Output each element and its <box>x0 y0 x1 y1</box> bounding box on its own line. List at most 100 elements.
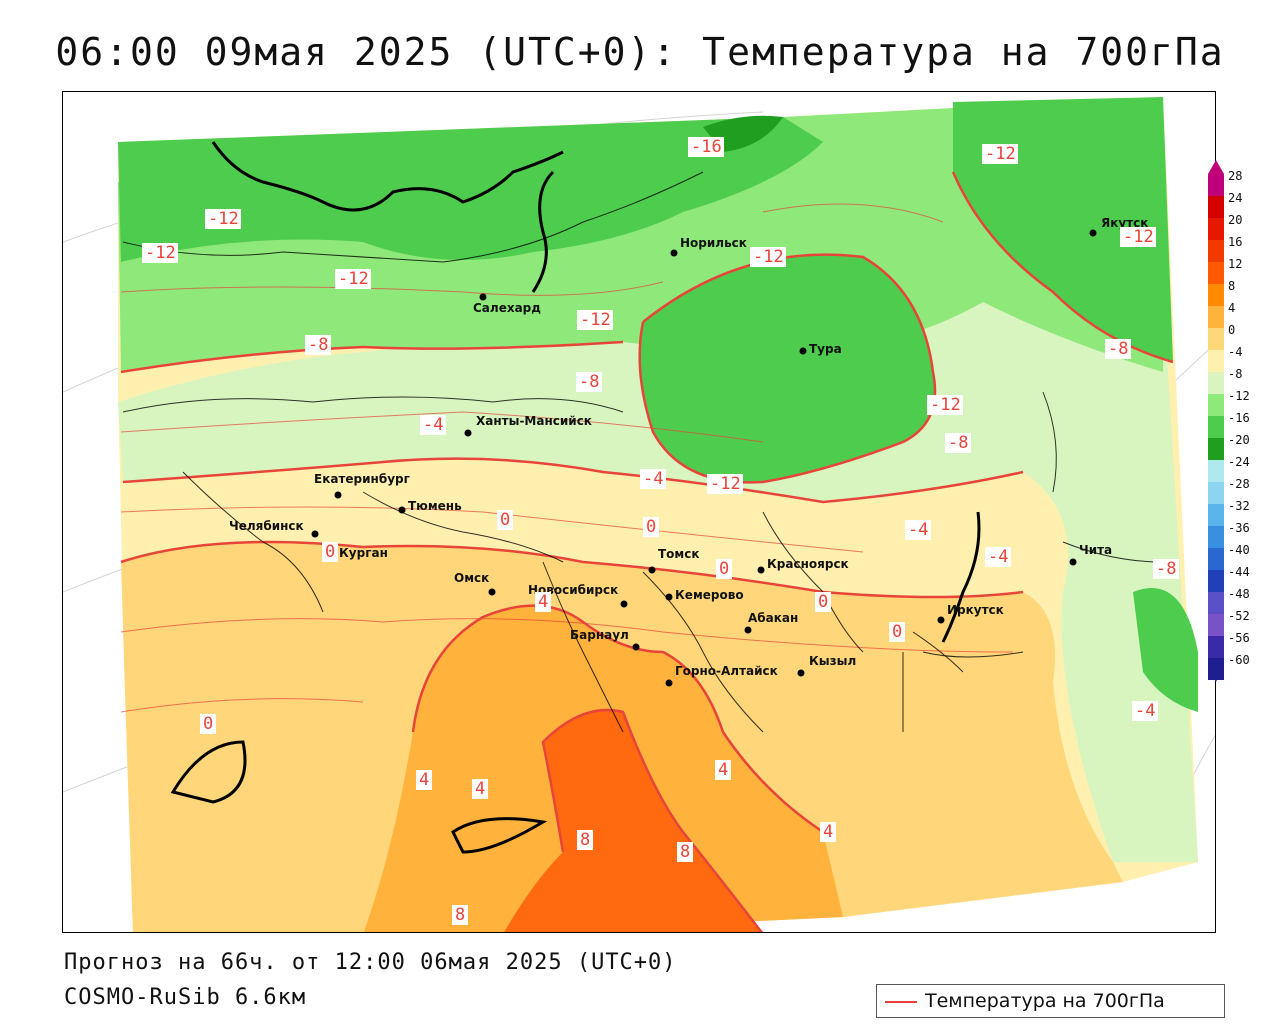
colorbar-tick-label: -4 <box>1228 345 1242 359</box>
city-label: Томск <box>658 547 700 561</box>
colorbar-tick-label: -32 <box>1228 499 1250 513</box>
isotherm-label: 4 <box>823 822 833 842</box>
colorbar-swatch <box>1208 196 1224 218</box>
legend-label: Температура на 700гПа <box>925 990 1165 1012</box>
colorbar-swatch <box>1208 636 1224 658</box>
isotherm-label-bg <box>305 335 331 355</box>
isotherm-label-bg <box>472 779 488 799</box>
city-label: Красноярск <box>767 557 849 571</box>
isotherm-label-bg <box>927 395 963 415</box>
colorbar-swatch <box>1208 504 1224 526</box>
colorbar-tick-label: 20 <box>1228 213 1242 227</box>
isotherm-label: -4 <box>423 415 443 435</box>
city-marker <box>665 593 673 601</box>
city-label: Кызыл <box>809 654 856 668</box>
isotherm-label-bg <box>1120 227 1156 247</box>
isotherm-label: -8 <box>1108 339 1128 359</box>
city-marker <box>757 566 765 574</box>
colorbar-tick-label: -56 <box>1228 631 1250 645</box>
isotherm-label: 8 <box>680 842 690 862</box>
colorbar-swatch <box>1208 174 1224 196</box>
colorbar-swatch <box>1208 372 1224 394</box>
colorbar-tick-label: -36 <box>1228 521 1250 535</box>
colorbar-tick-label: -44 <box>1228 565 1250 579</box>
map-area: Салехард Норильск Тура Якутск Ханты-Мансийск… <box>62 91 1216 933</box>
isotherm-label: -8 <box>1156 559 1176 579</box>
isotherm-label-bg <box>1132 701 1158 721</box>
city-label: Барнаул <box>570 628 629 642</box>
isotherm-label: -12 <box>338 269 369 289</box>
isotherm-label: 4 <box>718 760 728 780</box>
colorbar-tick-label: -60 <box>1228 653 1250 667</box>
colorbar-swatch <box>1208 548 1224 570</box>
city-marker <box>620 600 628 608</box>
isotherm-label: 0 <box>646 517 656 537</box>
isotherm-label-bg <box>982 144 1018 164</box>
zone-8-12 <box>504 710 762 932</box>
isotherm-label-bg <box>750 247 786 267</box>
colorbar-swatch <box>1208 218 1224 240</box>
city-label: Челябинск <box>229 519 304 533</box>
isotherm-labels: -16 -12 -12 -12 -12 -12 -12 -12 -12 -12 -8 -8 -8 -8 -8… <box>142 137 1179 925</box>
isotherm-label: -4 <box>908 520 928 540</box>
city-marker <box>670 249 678 257</box>
colorbar-tick-label: -24 <box>1228 455 1250 469</box>
legend: Температура на 700гПа <box>876 984 1225 1018</box>
city-label: Салехард <box>473 301 541 315</box>
isotherm-label-bg <box>577 830 593 850</box>
isotherm-label-bg <box>707 474 743 494</box>
city-marker <box>334 491 342 499</box>
isotherm-label-bg <box>688 137 724 157</box>
city-label: Курган <box>339 546 388 560</box>
colorbar-tick-label: 16 <box>1228 235 1242 249</box>
colorbar-tick-label: -52 <box>1228 609 1250 623</box>
zone-chita-green <box>1133 588 1198 712</box>
isotherm-label: 0 <box>500 510 510 530</box>
isotherm-label: 0 <box>325 542 335 562</box>
isotherm-label-bg <box>497 510 513 530</box>
isotherm-label-bg <box>716 559 732 579</box>
isotherm-label-bg <box>200 714 216 734</box>
color-scale: 28 24 20 16 12 8 4 0 -4 -8 -12 -16 -20 -24 -28 -32 -36 -4… <box>1208 160 1250 682</box>
colorbar-tick-label: 4 <box>1228 301 1235 315</box>
city-marker <box>1069 558 1077 566</box>
city-label: Омск <box>454 571 489 585</box>
colorbar-swatch <box>1208 350 1224 372</box>
isotherm-label-bg <box>905 520 931 540</box>
city-label: Тюмень <box>408 499 462 513</box>
isotherm-label: 8 <box>580 830 590 850</box>
isotherm-label-bg <box>945 433 971 453</box>
colorbar-tick-label: 12 <box>1228 257 1242 271</box>
isotherm-label: -12 <box>710 474 741 494</box>
city-label: Якутск <box>1101 216 1148 230</box>
colorbar-swatch <box>1208 570 1224 592</box>
isotherm-label: -4 <box>1135 701 1155 721</box>
isotherm-label-bg <box>420 415 446 435</box>
city-label: Кемерово <box>675 588 744 602</box>
city-marker <box>488 588 496 596</box>
colorbar-swatch <box>1208 592 1224 614</box>
isotherm-label-bg <box>416 770 432 790</box>
isotherm-label: -12 <box>985 144 1016 164</box>
isotherm-label-bg <box>322 542 338 562</box>
isotherm-label-bg <box>640 469 666 489</box>
colorbar-swatch <box>1208 614 1224 636</box>
isotherm-label-bg <box>142 243 178 263</box>
isotherm-label: -12 <box>930 395 961 415</box>
isotherm-label: -4 <box>988 547 1008 567</box>
isotherm-label-bg <box>715 760 731 780</box>
colorbar-tick-label: -12 <box>1228 389 1250 403</box>
zone-below-minus12-tura <box>639 254 935 483</box>
colorbar-tick-label: 28 <box>1228 169 1242 183</box>
isotherm-label-bg <box>677 842 693 862</box>
city-marker <box>632 643 640 651</box>
isotherm-label-bg <box>452 905 468 925</box>
temperature-map: Салехард Норильск Тура Якутск Ханты-Мансийск… <box>63 92 1215 932</box>
model-info: COSMO-RuSib 6.6км <box>64 985 307 1010</box>
colorbar-tick-label: 8 <box>1228 279 1235 293</box>
city-marker <box>398 506 406 514</box>
isotherm-label: -12 <box>580 310 611 330</box>
isotherm-label-bg <box>1105 339 1131 359</box>
isotherm-label: -16 <box>691 137 722 157</box>
colorbar-swatch <box>1208 284 1224 306</box>
